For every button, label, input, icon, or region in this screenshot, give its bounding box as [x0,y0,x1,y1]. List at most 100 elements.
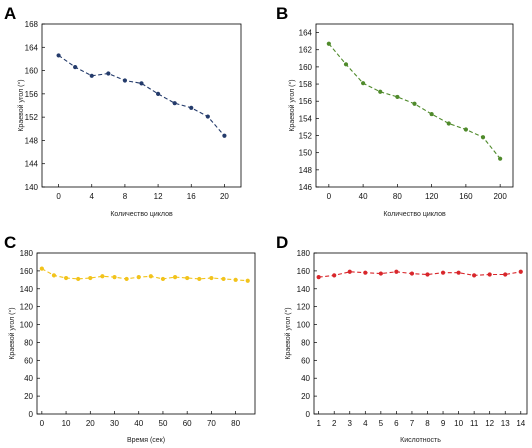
y-tick-label: 0 [29,410,34,419]
x-tick-label: 12 [154,192,163,201]
y-axis-label: Краевой угол (°) [288,79,296,131]
panel-letter: A [4,4,16,23]
x-tick-label: 20 [220,192,229,201]
data-point [503,272,508,277]
plot-frame [315,23,514,188]
data-point [518,269,523,274]
data-point [88,275,93,281]
x-tick-label: 120 [425,192,439,201]
x-tick-label: 9 [441,419,446,428]
data-point [73,64,78,70]
x-axis-label: Количество циклов [383,211,446,218]
data-point [245,278,250,283]
x-tick-label: 12 [485,419,494,428]
x-tick-label: 13 [501,419,510,428]
x-tick-label: 16 [187,192,196,201]
data-point [429,111,434,117]
data-point [205,114,210,119]
y-tick-label: 0 [306,410,311,419]
data-point [106,71,111,76]
data-point [155,91,161,96]
x-tick-label: 5 [379,419,384,428]
data-point [316,275,321,280]
data-point [412,101,417,106]
y-tick-label: 120 [20,303,34,312]
x-tick-label: 6 [394,419,399,428]
x-tick-label: 40 [134,419,143,428]
y-tick-label: 160 [20,267,34,276]
data-point [326,41,331,46]
y-tick-label: 140 [297,285,311,294]
data-point [209,275,214,281]
x-tick-label: 8 [123,192,128,201]
data-point [222,133,227,138]
data-point [63,275,69,281]
y-tick-label: 152 [25,113,39,122]
data-point [332,273,337,278]
plot-frame [313,252,528,415]
x-tick-label: 30 [110,419,119,428]
x-tick-label: 1 [316,419,321,428]
panel-letter: B [276,4,288,23]
x-tick-label: 11 [470,419,479,428]
x-tick-label: 0 [40,419,45,428]
data-point [197,276,202,282]
y-tick-label: 144 [25,160,39,169]
data-point [172,275,178,280]
x-tick-label: 4 [363,419,368,428]
data-point [440,270,446,275]
y-tick-label: 152 [299,132,313,141]
plot-frame [41,23,242,188]
data-point [100,274,105,279]
data-point [378,89,383,94]
data-point [347,269,352,274]
x-tick-label: 60 [183,419,192,428]
x-axis-label: Время (сек) [127,437,165,444]
data-point [51,273,57,278]
y-tick-label: 148 [299,166,313,175]
data-point [394,269,399,274]
data-point [487,272,492,277]
y-tick-label: 180 [297,249,311,258]
data-point [189,105,194,110]
data-point [425,272,430,277]
data-point [89,73,94,78]
x-tick-label: 10 [454,419,463,428]
y-tick-label: 160 [297,267,311,276]
y-tick-label: 40 [301,374,310,383]
plot-frame [36,252,256,415]
y-tick-label: 146 [299,183,313,192]
panel-letter: C [4,233,16,252]
y-tick-label: 100 [20,321,34,330]
y-tick-label: 20 [24,392,33,401]
y-axis-label: Краевой угол (°) [17,79,25,131]
chart-panel-c: C 0 20 40 60 80 100 120 140 160 180 0 10 20 30 40 50 60 70… [4,233,256,444]
data-point [378,271,383,276]
y-tick-label: 156 [25,90,39,99]
data-point [409,271,415,276]
x-tick-label: 3 [348,419,353,428]
data-point [361,81,366,86]
data-point [136,275,141,280]
x-tick-label: 70 [207,419,216,428]
data-point [185,275,190,281]
y-axis-label: Краевой угол (°) [284,307,292,359]
y-tick-label: 150 [299,149,313,158]
y-tick-label: 60 [301,356,310,365]
y-tick-label: 162 [299,46,313,55]
panel-letter: D [276,233,288,252]
data-point [343,62,349,67]
x-tick-label: 50 [159,419,168,428]
y-tick-label: 148 [25,136,39,145]
x-tick-label: 0 [327,192,332,201]
data-point [148,274,153,279]
x-tick-label: 4 [90,192,95,201]
data-point [363,270,368,275]
y-tick-label: 60 [24,356,33,365]
series-line [41,268,248,282]
chart-panel-b: B 146 148 150 152 154 156 158 160 162 164 0 40 80 120 1… [276,4,514,218]
x-tick-label: 80 [393,192,402,201]
data-point [456,270,461,275]
